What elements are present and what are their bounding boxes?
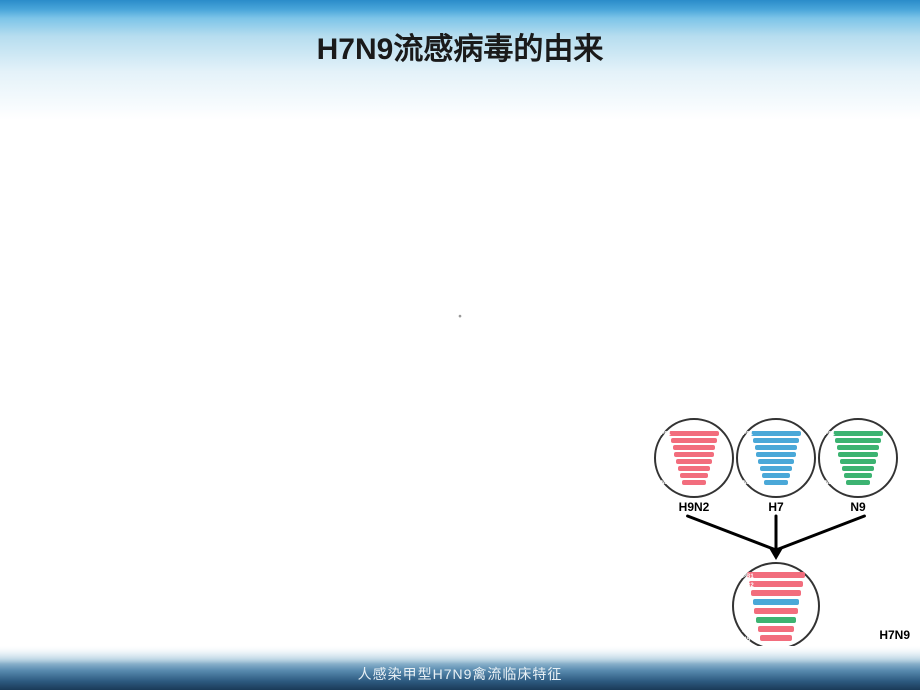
- gene-segment-M: [758, 626, 793, 632]
- gene-segment-NS: [682, 480, 707, 485]
- gene-segment-HA: [753, 599, 800, 605]
- gene-segment-PB1: [747, 572, 806, 578]
- reassortment-diagram: PB1PB2PAHANPNAMNS H9N2 PB1PB2PAHANPNAMNS H7…: [642, 418, 910, 650]
- gene-segment-M: [762, 473, 790, 478]
- gene-segment-HA: [756, 452, 795, 457]
- virus-h9n2: PB1PB2PAHANPNAMNS H9N2: [654, 418, 734, 514]
- gene-segment-HA: [674, 452, 713, 457]
- virus-label: N9: [818, 500, 898, 514]
- gene-segment-NA: [760, 466, 792, 471]
- gene-segment-NS: [760, 635, 791, 641]
- virus-circle: PB1PB2PAHANPNAMNS: [654, 418, 734, 498]
- gene-segment-NA: [842, 466, 874, 471]
- gene-segment-PB1: [751, 431, 801, 436]
- gene-segment-HA: [838, 452, 877, 457]
- gene-segment-M: [680, 473, 708, 478]
- gene-segment-PA: [837, 445, 880, 450]
- gene-segment-NA: [678, 466, 710, 471]
- footer-text: 人感染甲型H7N9禽流临床特征: [0, 664, 920, 684]
- gene-segment-NP: [676, 459, 712, 464]
- gene-segment-NS: [846, 480, 871, 485]
- gene-segment-NS: [764, 480, 789, 485]
- virus-circle: PB1PB2PAHANPNAMNS: [818, 418, 898, 498]
- gene-segment-M: [844, 473, 872, 478]
- virus-circle: PB1PB2PAHANPNAMNS: [736, 418, 816, 498]
- gene-segment-PA: [755, 445, 798, 450]
- segment-labels: PB1PB2PAHANPNAMNS: [743, 431, 753, 487]
- virus-label: H9N2: [654, 500, 734, 514]
- gene-segment-NA: [756, 617, 795, 623]
- gene-segment-PB2: [749, 581, 804, 587]
- gene-segment-PB2: [835, 438, 881, 443]
- virus-label: H7: [736, 500, 816, 514]
- gene-segment-PB2: [671, 438, 717, 443]
- gene-segment-PB2: [753, 438, 799, 443]
- center-marker: •: [458, 312, 462, 323]
- gene-segment-PB1: [669, 431, 719, 436]
- gene-segment-NP: [754, 608, 797, 614]
- virus-circle: PB1PB2PAHANPNAMNS: [732, 562, 820, 650]
- virus-h7n9: PB1PB2PAHANPNAMNS: [732, 562, 820, 650]
- gene-segment-NP: [840, 459, 876, 464]
- child-virus-wrap: PB1PB2PAHANPNAMNS H7N9: [642, 562, 910, 650]
- arrows-container: [642, 514, 910, 562]
- segment-labels: PB1PB2PAHANPNAMNS: [661, 431, 671, 487]
- gene-segment-PA: [751, 590, 802, 596]
- virus-h7: PB1PB2PAHANPNAMNS H7: [736, 418, 816, 514]
- gene-segment-PB1: [833, 431, 883, 436]
- virus-n9: PB1PB2PAHANPNAMNS N9: [818, 418, 898, 514]
- page-title: H7N9流感病毒的由来: [0, 24, 920, 68]
- reassortment-arrows: [642, 514, 910, 562]
- segment-labels: PB1PB2PAHANPNAMNS: [742, 573, 754, 645]
- virus-label-h7n9: H7N9: [879, 628, 910, 642]
- segment-labels: PB1PB2PAHANPNAMNS: [825, 431, 835, 487]
- gene-segment-PA: [673, 445, 716, 450]
- footer-band: 人感染甲型H7N9禽流临床特征: [0, 646, 920, 690]
- parent-viruses-row: PB1PB2PAHANPNAMNS H9N2 PB1PB2PAHANPNAMNS H7…: [642, 418, 910, 514]
- gene-segment-NP: [758, 459, 794, 464]
